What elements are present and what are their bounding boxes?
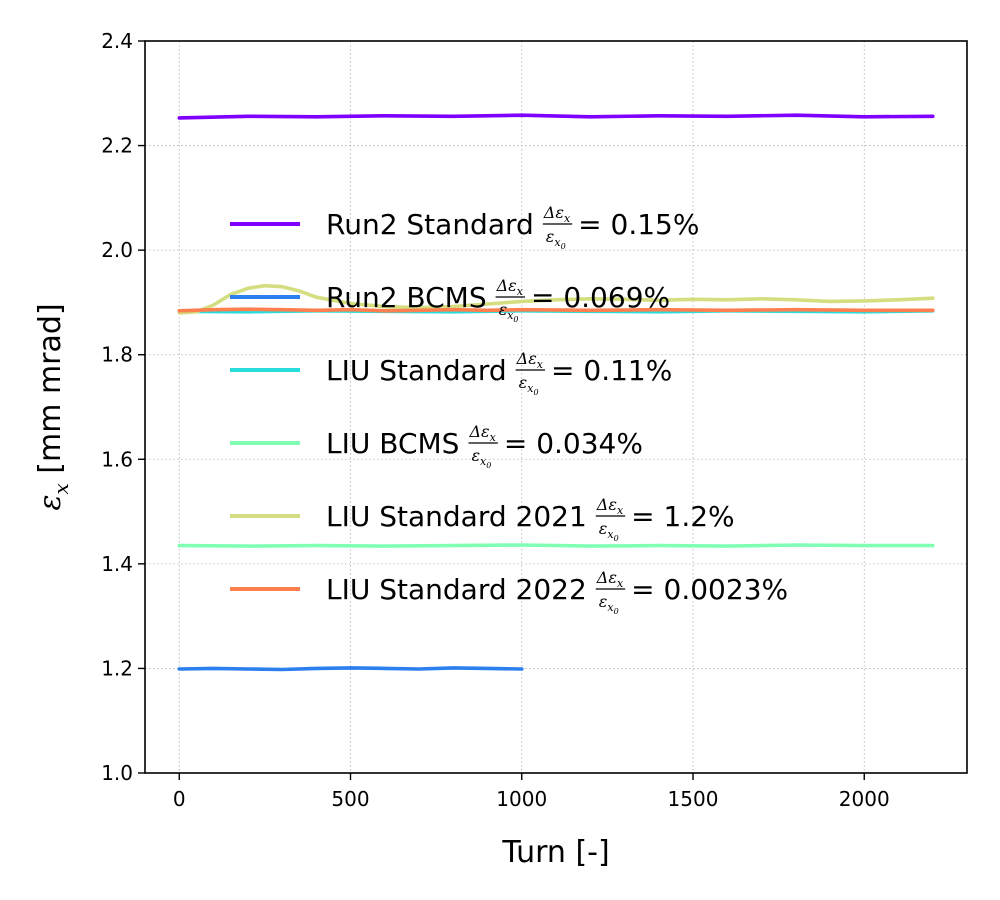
legend-percent: 1.2% — [664, 500, 735, 533]
legend-percent: 0.069% — [563, 281, 670, 314]
y-axis-label-sub: x — [49, 483, 73, 494]
x-tick-label: 1500 — [668, 787, 719, 811]
legend-fraction-den-sub2: 0 — [513, 315, 518, 324]
x-axis: 0 500 1000 1500 2000 — [173, 773, 890, 811]
legend-percent: 0.15% — [611, 208, 700, 241]
plot-frame — [144, 40, 968, 774]
x-tick-label: 500 — [331, 787, 369, 811]
legend-fraction-num-sub: x — [490, 431, 497, 444]
legend-fraction-numerator: Δεx — [596, 495, 624, 517]
series-line-1 — [177, 666, 524, 672]
y-axis-label-symbol: ε — [33, 495, 68, 511]
legend-series-name: Run2 Standard — [326, 208, 534, 241]
x-tick-label: 2000 — [839, 787, 890, 811]
y-tick-label: 2.2 — [101, 134, 133, 158]
legend-fraction-numerator: Δεx — [468, 422, 496, 444]
legend-fraction-den-sub2: 0 — [614, 607, 619, 616]
y-tick-label: 2.4 — [101, 29, 133, 53]
legend-fraction-den-sub: x — [607, 601, 614, 614]
legend-percent: 0.0023% — [664, 573, 789, 606]
legend-fraction-denominator: εx0 — [546, 227, 566, 251]
y-axis-label: εx [mm mrad] — [33, 303, 73, 510]
legend-fraction-den-sub2: 0 — [614, 534, 619, 543]
legend-fraction-den-sub: x — [554, 236, 561, 249]
legend-fraction-num-sub: x — [517, 285, 524, 298]
legend-fraction-den-sub: x — [507, 309, 514, 322]
y-tick-label: 1.4 — [101, 552, 133, 576]
y-axis: 1.0 1.2 1.4 1.6 1.8 2.0 2.2 2.4 — [101, 29, 145, 785]
legend-percent: 0.11% — [583, 354, 672, 387]
legend-series-name: LIU BCMS — [326, 427, 459, 460]
legend-equals: = 0.069% — [531, 281, 670, 314]
legend-fraction-denominator: εx0 — [599, 519, 619, 543]
x-tick-label: 0 — [173, 787, 186, 811]
grid — [145, 40, 967, 774]
legend-equals: = 1.2% — [631, 500, 735, 533]
legend-fraction-num-sub: x — [617, 577, 624, 590]
y-tick-label: 1.8 — [101, 343, 133, 367]
legend-fraction-numerator: Δεx — [543, 203, 571, 225]
y-axis-label-unit: [mm mrad] — [33, 303, 68, 483]
x-axis-label: Turn [-] — [501, 835, 609, 870]
legend-fraction-den-sub: x — [607, 528, 614, 541]
legend-series-name: LIU Standard 2022 — [326, 573, 587, 606]
legend-fraction-den-sub2: 0 — [561, 242, 566, 251]
legend-fraction-num-sub: x — [564, 212, 571, 225]
legend-fraction-numerator: Δεx — [596, 568, 624, 590]
series-line-5 — [177, 307, 935, 313]
legend-percent: 0.034% — [536, 427, 643, 460]
legend-fraction-denominator: εx0 — [599, 592, 619, 616]
legend-fraction-numerator: Δεx — [516, 349, 544, 371]
legend-series-name: LIU Standard — [326, 354, 507, 387]
legend-fraction-den-sub2: 0 — [486, 461, 491, 470]
legend-series-name: Run2 BCMS — [326, 281, 487, 314]
legend-fraction-num-sub: x — [537, 358, 544, 371]
x-tick-label: 1000 — [496, 787, 547, 811]
y-tick-label: 1.2 — [101, 656, 133, 680]
legend-fraction-den-sub: x — [527, 382, 534, 395]
y-tick-label: 1.6 — [101, 447, 133, 471]
legend-fraction-denominator: εx0 — [471, 446, 491, 470]
legend-equals: = 0.15% — [578, 208, 699, 241]
y-tick-label: 1.0 — [101, 761, 133, 785]
legend-series-name: LIU Standard 2021 — [326, 500, 587, 533]
y-tick-label: 2.0 — [101, 238, 133, 262]
legend-equals: = 0.034% — [504, 427, 643, 460]
legend-fraction-den-sub2: 0 — [533, 388, 538, 397]
legend-fraction-numerator: Δεx — [496, 276, 524, 298]
series-line-0 — [177, 113, 935, 120]
series-line-3 — [177, 543, 935, 548]
legend-fraction-den-sub: x — [480, 455, 487, 468]
series-line-4 — [177, 283, 935, 315]
series-lines — [177, 113, 935, 672]
legend-fraction-num-sub: x — [617, 504, 624, 517]
legend-equals: = 0.11% — [551, 354, 672, 387]
legend-equals: = 0.0023% — [631, 573, 788, 606]
